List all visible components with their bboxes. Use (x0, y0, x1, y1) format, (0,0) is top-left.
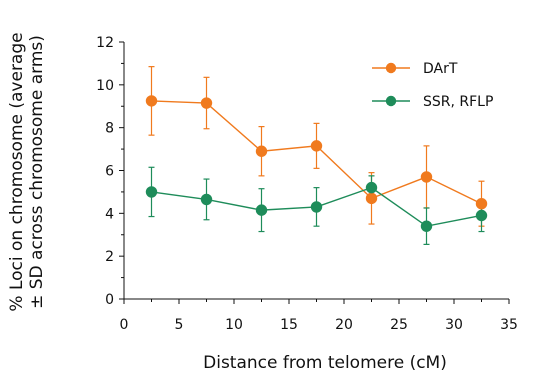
y-tick-label: 4 (105, 206, 114, 222)
y-tick-label: 0 (105, 292, 114, 308)
data-point (475, 209, 488, 222)
y-tick-label: 12 (96, 35, 114, 51)
data-point (420, 171, 433, 183)
y-axis-title-line-2: ± SD across chromosome arms) (27, 35, 47, 309)
x-tick-label: 25 (390, 317, 408, 333)
y-tick-label: 10 (96, 78, 114, 94)
data-point (145, 186, 158, 198)
axes: 0 2 4 6 8 10 12 0 5 10 15 20 25 30 35 (96, 35, 518, 333)
data-point (310, 140, 323, 152)
x-tick-label: 0 (120, 317, 129, 333)
data-point (365, 181, 378, 194)
data-point (145, 95, 158, 107)
y-tick-label: 8 (105, 121, 114, 137)
legend-marker (385, 95, 397, 107)
x-tick-label: 35 (500, 317, 518, 333)
x-tick-label: 20 (335, 317, 353, 333)
data-point (255, 145, 268, 157)
legend-label: DArT (423, 61, 458, 77)
data-point (475, 197, 488, 210)
x-tick-label: 15 (280, 317, 298, 333)
data-point (200, 97, 213, 109)
y-tick-label: 6 (105, 164, 114, 180)
y-tick-label: 2 (105, 249, 114, 265)
x-tick-label: 30 (445, 317, 463, 333)
series-lines (145, 95, 488, 232)
data-point (420, 220, 433, 232)
data-point (255, 204, 268, 216)
y-axis-title-line-1: % Loci on chromosome (average (7, 32, 27, 311)
data-point (200, 193, 213, 206)
x-axis-title: Distance from telomere (cM) (203, 353, 447, 373)
x-tick-label: 5 (175, 317, 184, 333)
legend-label: SSR, RFLP (423, 94, 493, 110)
data-point (365, 192, 378, 205)
data-point (310, 201, 323, 213)
x-tick-label: 10 (225, 317, 243, 333)
legend-marker (385, 62, 397, 74)
legend: DArT SSR, RFLP (372, 61, 493, 110)
